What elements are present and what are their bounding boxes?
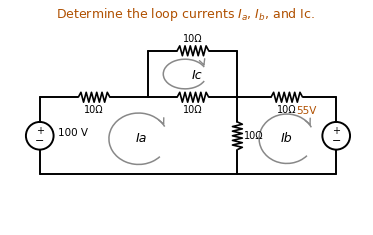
Text: Determine the loop currents $I_a$, $I_b$, and Ic.: Determine the loop currents $I_a$, $I_b$…	[56, 6, 316, 23]
Text: Ic: Ic	[192, 70, 202, 82]
Text: 10Ω: 10Ω	[277, 105, 297, 115]
Text: 10Ω: 10Ω	[183, 34, 203, 44]
Text: −: −	[332, 136, 341, 146]
Text: +: +	[332, 126, 340, 136]
Text: 55V: 55V	[296, 106, 316, 116]
Text: 10Ω: 10Ω	[84, 105, 104, 115]
Text: 10Ω: 10Ω	[183, 105, 203, 115]
Text: −: −	[35, 136, 44, 146]
Text: 100 V: 100 V	[57, 128, 88, 138]
Text: Ia: Ia	[136, 132, 147, 145]
Text: 10Ω: 10Ω	[244, 131, 264, 141]
Text: Ib: Ib	[281, 132, 292, 145]
Text: +: +	[36, 126, 44, 136]
